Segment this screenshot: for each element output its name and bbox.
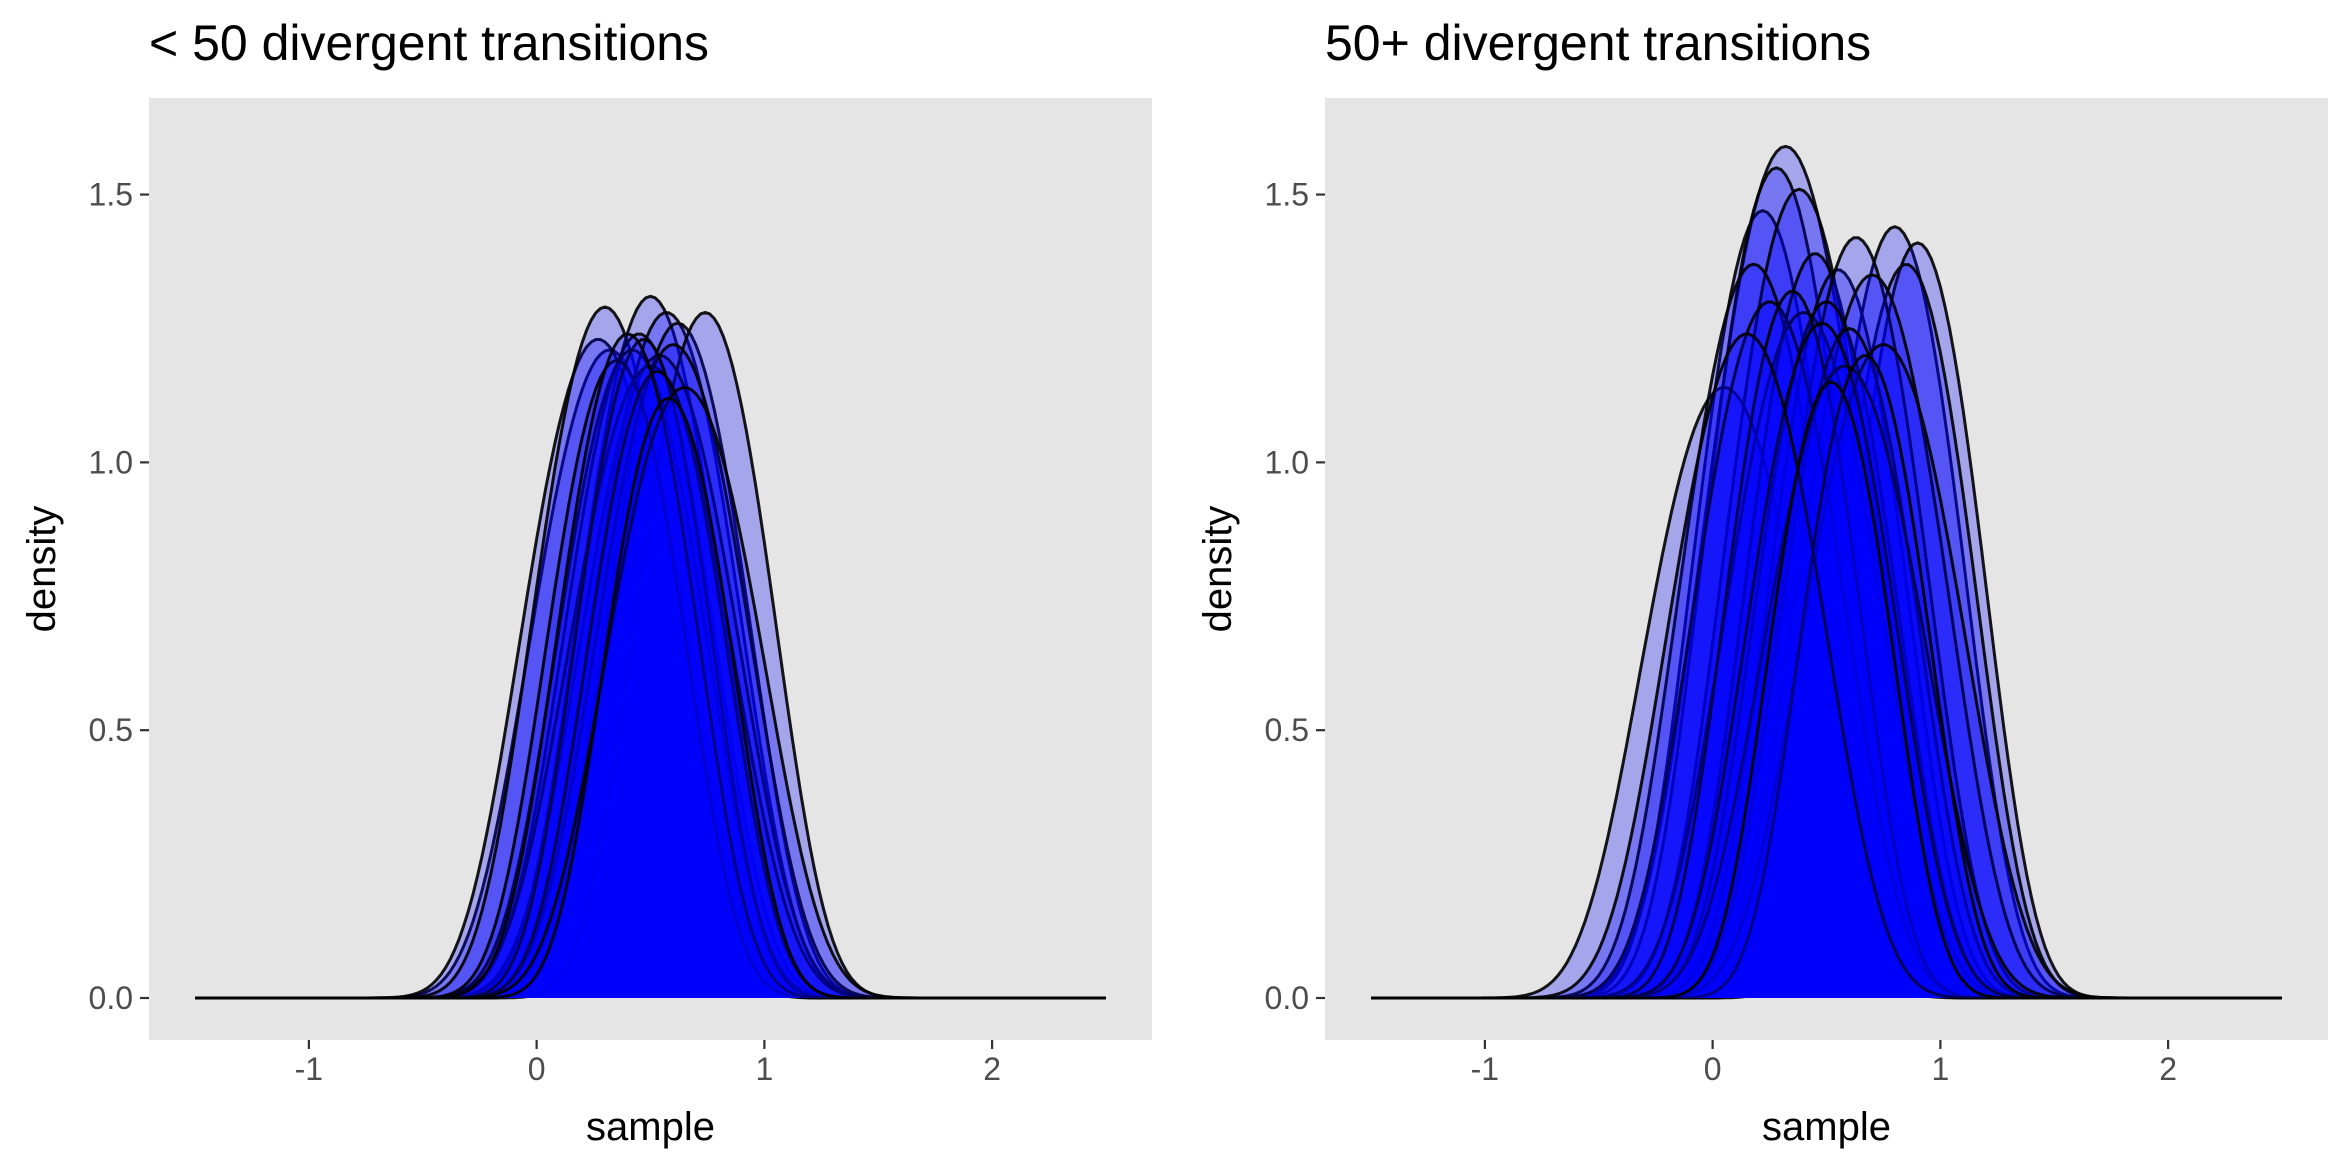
x-axis-label: sample	[1762, 1105, 1891, 1149]
density-area-9	[195, 355, 1106, 998]
chart-title: 50+ divergent transitions	[1325, 15, 1871, 71]
density-area-8	[195, 312, 1106, 998]
y-tick-label: 1.5	[89, 177, 133, 213]
density-line-18	[195, 396, 1106, 1000]
y-axis-label: density	[1196, 506, 1240, 633]
density-area-11	[195, 366, 1106, 998]
x-tick-label: 1	[755, 1051, 773, 1087]
x-tick-label: 0	[528, 1051, 546, 1087]
density-area-18	[195, 398, 1106, 999]
density-area-13	[195, 361, 1106, 998]
density-area-4	[1371, 189, 2282, 998]
density-area-23	[1371, 334, 2282, 999]
density-area-5	[1371, 226, 2282, 998]
density-area-16	[195, 333, 1106, 998]
density-area-1	[195, 349, 1106, 998]
density-area-15	[1371, 301, 2282, 998]
y-tick-label: 0.5	[89, 712, 133, 748]
density-area-18	[1371, 344, 2282, 998]
density-area-17	[1371, 302, 2282, 998]
y-tick-label: 0.5	[1265, 712, 1309, 748]
density-area-24	[1371, 382, 2282, 998]
density-area-14	[195, 339, 1106, 999]
density-area-3	[195, 307, 1106, 998]
density-area-2	[1371, 210, 2282, 999]
density-area-2	[195, 339, 1106, 998]
density-area-17	[195, 387, 1106, 998]
chart-title: < 50 divergent transitions	[149, 15, 709, 71]
chart-panel-1: 0.0 0.5 1.0 1.5 -1 0 1 2 < 50 divergent transiti…	[20, 15, 1152, 1149]
density-area-20	[1371, 366, 2282, 998]
density-area-7	[1371, 264, 2282, 999]
density-curves	[1371, 144, 2282, 1000]
density-area-6	[195, 312, 1106, 998]
x-tick-label: -1	[295, 1051, 323, 1087]
y-axis-label: density	[20, 506, 64, 633]
y-tick-label: 1.5	[1265, 177, 1309, 213]
density-area-15	[195, 371, 1106, 998]
density-area-4	[195, 296, 1106, 998]
density-area-12	[1371, 237, 2282, 999]
x-axis-label: sample	[586, 1105, 715, 1149]
density-area-21	[1371, 323, 2282, 999]
plot-background	[149, 98, 1152, 1040]
density-area-8	[1371, 387, 2282, 999]
x-tick-label: 2	[2159, 1051, 2177, 1087]
density-curves	[195, 294, 1106, 1000]
density-area-19	[1371, 291, 2282, 998]
y-tick-label: 0.0	[1265, 980, 1309, 1016]
y-tick-label: 0.0	[89, 980, 133, 1016]
density-area-5	[195, 334, 1106, 999]
density-area-12	[195, 344, 1106, 998]
density-area-7	[195, 323, 1106, 999]
x-tick-label: -1	[1471, 1051, 1499, 1087]
y-tick-label: 1.0	[89, 444, 133, 480]
chart-panel-2: 0.0 0.5 1.0 1.5 -1 0 1 2 50+ divergent transitio…	[1196, 15, 2328, 1149]
density-area-10	[195, 349, 1106, 998]
x-tick-label: 1	[1931, 1051, 1949, 1087]
x-tick-label: 0	[1704, 1051, 1722, 1087]
density-area-14	[1371, 312, 2282, 998]
density-line-24	[1371, 380, 2282, 1000]
y-tick-label: 1.0	[1265, 444, 1309, 480]
x-tick-label: 2	[983, 1051, 1001, 1087]
density-area-16	[1371, 328, 2282, 998]
density-area-6	[1371, 242, 2282, 999]
density-area-22	[1371, 355, 2282, 998]
